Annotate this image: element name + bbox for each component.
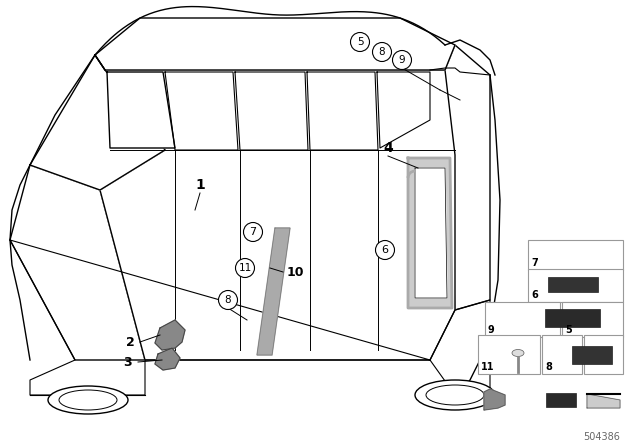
Bar <box>485 302 560 337</box>
Polygon shape <box>155 348 180 370</box>
Text: 10: 10 <box>286 266 304 279</box>
Text: 8: 8 <box>225 295 231 305</box>
Text: 7: 7 <box>250 227 257 237</box>
Polygon shape <box>95 18 455 70</box>
Text: 2: 2 <box>125 336 134 349</box>
Ellipse shape <box>415 380 495 410</box>
Circle shape <box>372 43 392 61</box>
Polygon shape <box>100 70 455 360</box>
Text: 5: 5 <box>356 37 364 47</box>
Polygon shape <box>155 320 185 350</box>
Ellipse shape <box>59 390 117 410</box>
Polygon shape <box>307 72 378 150</box>
Text: 1: 1 <box>195 178 205 192</box>
Polygon shape <box>30 55 165 190</box>
Polygon shape <box>484 389 505 410</box>
Polygon shape <box>165 72 238 150</box>
Bar <box>545 309 600 327</box>
Text: 8: 8 <box>545 362 552 372</box>
Bar <box>542 335 582 374</box>
Bar <box>548 277 598 292</box>
Circle shape <box>351 33 369 52</box>
Ellipse shape <box>512 349 524 357</box>
Polygon shape <box>408 158 452 308</box>
Bar <box>562 302 623 337</box>
Text: 5: 5 <box>565 325 572 335</box>
Bar <box>528 269 623 302</box>
Ellipse shape <box>48 386 128 414</box>
Polygon shape <box>10 165 145 360</box>
Bar <box>546 393 576 407</box>
Text: 504386: 504386 <box>583 432 620 442</box>
Bar <box>584 335 623 374</box>
Polygon shape <box>107 72 175 148</box>
Bar <box>572 346 612 364</box>
Text: 9: 9 <box>488 325 495 335</box>
Polygon shape <box>257 228 290 355</box>
Text: 7: 7 <box>531 258 538 268</box>
Ellipse shape <box>426 385 484 405</box>
Text: 8: 8 <box>379 47 385 57</box>
Polygon shape <box>235 72 308 150</box>
Circle shape <box>392 51 412 69</box>
Text: 6: 6 <box>381 245 388 255</box>
Polygon shape <box>377 72 430 148</box>
Polygon shape <box>10 240 490 395</box>
Text: 11: 11 <box>481 362 495 372</box>
Bar <box>478 335 540 374</box>
Circle shape <box>218 290 237 310</box>
Circle shape <box>236 258 255 277</box>
Text: 6: 6 <box>531 290 538 300</box>
Text: 4: 4 <box>383 141 393 155</box>
Polygon shape <box>587 394 620 408</box>
Circle shape <box>243 223 262 241</box>
Bar <box>528 240 623 270</box>
Text: 3: 3 <box>124 356 132 369</box>
Polygon shape <box>415 168 447 298</box>
Text: 9: 9 <box>399 55 405 65</box>
Text: 11: 11 <box>238 263 252 273</box>
Polygon shape <box>445 45 490 310</box>
Circle shape <box>376 241 394 259</box>
